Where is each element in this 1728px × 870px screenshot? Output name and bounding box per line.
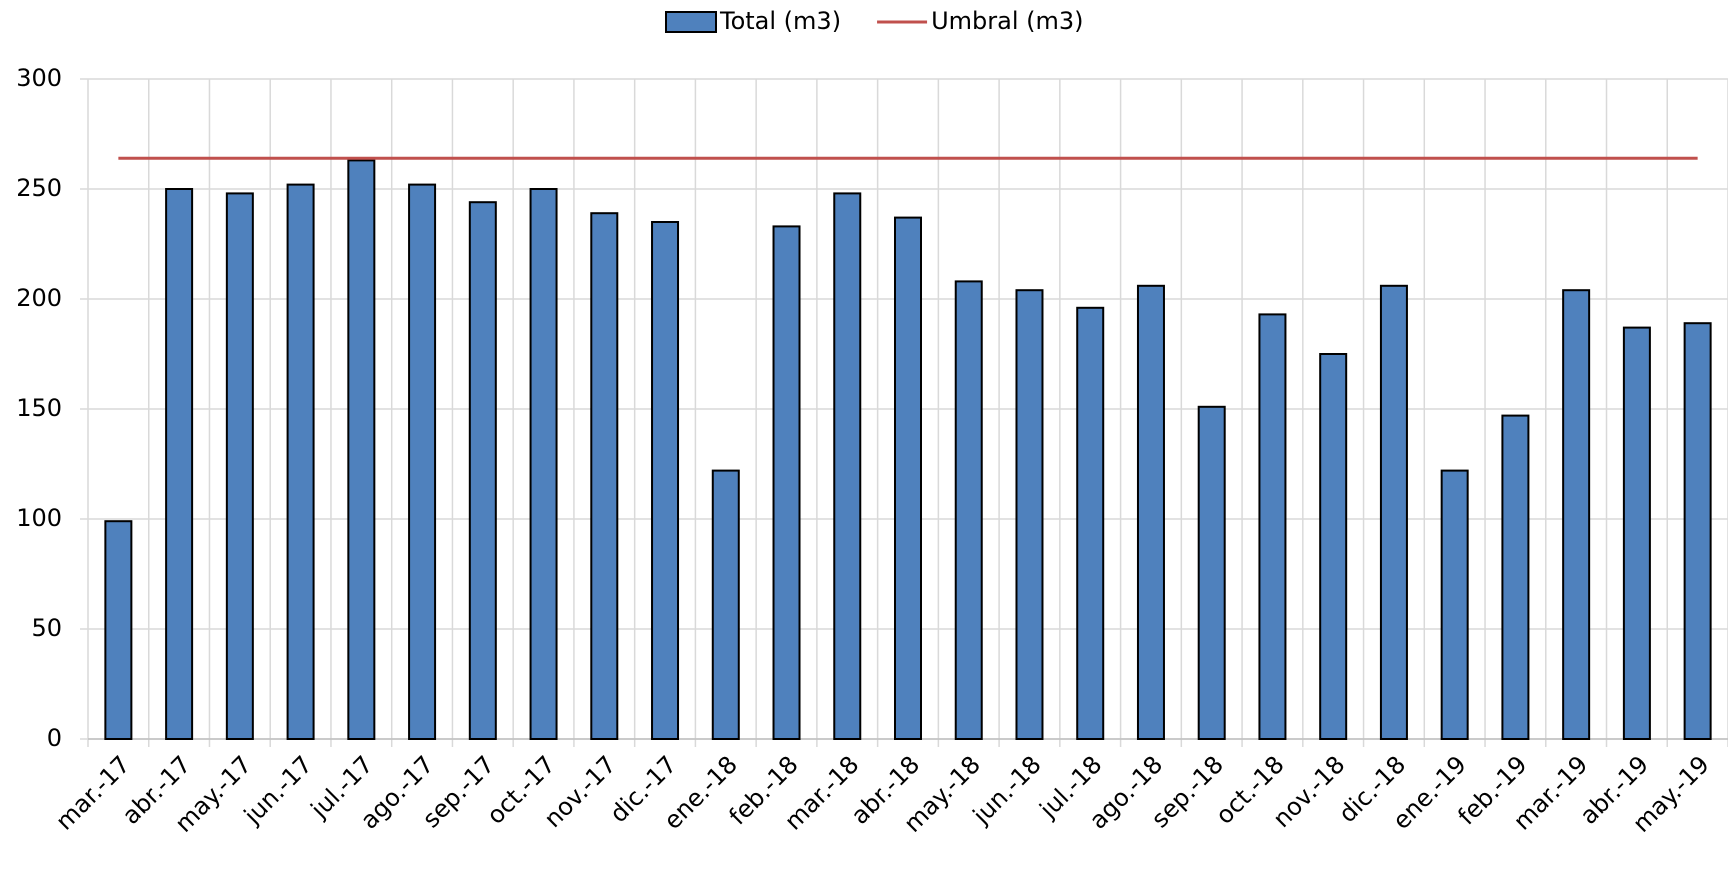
bar bbox=[894, 216, 922, 741]
bar bbox=[651, 221, 680, 740]
legend-swatch bbox=[665, 11, 717, 33]
x-tick-label: jun.-17 bbox=[238, 750, 318, 830]
bar bbox=[529, 188, 558, 740]
bar bbox=[408, 183, 437, 741]
x-tick-label: jun.-18 bbox=[967, 750, 1047, 830]
x-tick-label: mar.-17 bbox=[50, 750, 135, 835]
bar bbox=[1683, 322, 1712, 740]
y-tick-label: 150 bbox=[16, 394, 62, 422]
bar bbox=[1501, 414, 1530, 740]
legend-label: Umbral (m3) bbox=[931, 7, 1083, 35]
bar bbox=[590, 212, 619, 740]
bar bbox=[954, 280, 983, 740]
bar bbox=[1562, 289, 1591, 740]
bar bbox=[347, 159, 376, 740]
bar bbox=[1379, 284, 1408, 740]
bar bbox=[468, 201, 497, 740]
bar bbox=[1136, 284, 1165, 740]
y-tick-label: 50 bbox=[31, 614, 62, 642]
bar bbox=[225, 192, 254, 740]
legend-label: Total (m3) bbox=[719, 7, 841, 35]
y-tick-label: 100 bbox=[16, 504, 62, 532]
bar bbox=[165, 188, 194, 740]
y-tick-label: 0 bbox=[47, 724, 62, 752]
bar bbox=[1076, 306, 1105, 740]
y-tick-label: 300 bbox=[16, 64, 62, 92]
bar bbox=[1319, 353, 1348, 740]
bar bbox=[833, 192, 862, 740]
bar bbox=[1015, 289, 1044, 740]
bar bbox=[1440, 469, 1469, 740]
bar bbox=[1258, 313, 1287, 740]
y-tick-label: 250 bbox=[16, 174, 62, 202]
bar bbox=[711, 469, 740, 740]
bar bbox=[286, 183, 315, 741]
bar bbox=[104, 520, 133, 741]
y-tick-label: 200 bbox=[16, 284, 62, 312]
bar bbox=[1197, 405, 1226, 740]
bar bbox=[772, 225, 801, 740]
bar bbox=[1622, 326, 1651, 740]
